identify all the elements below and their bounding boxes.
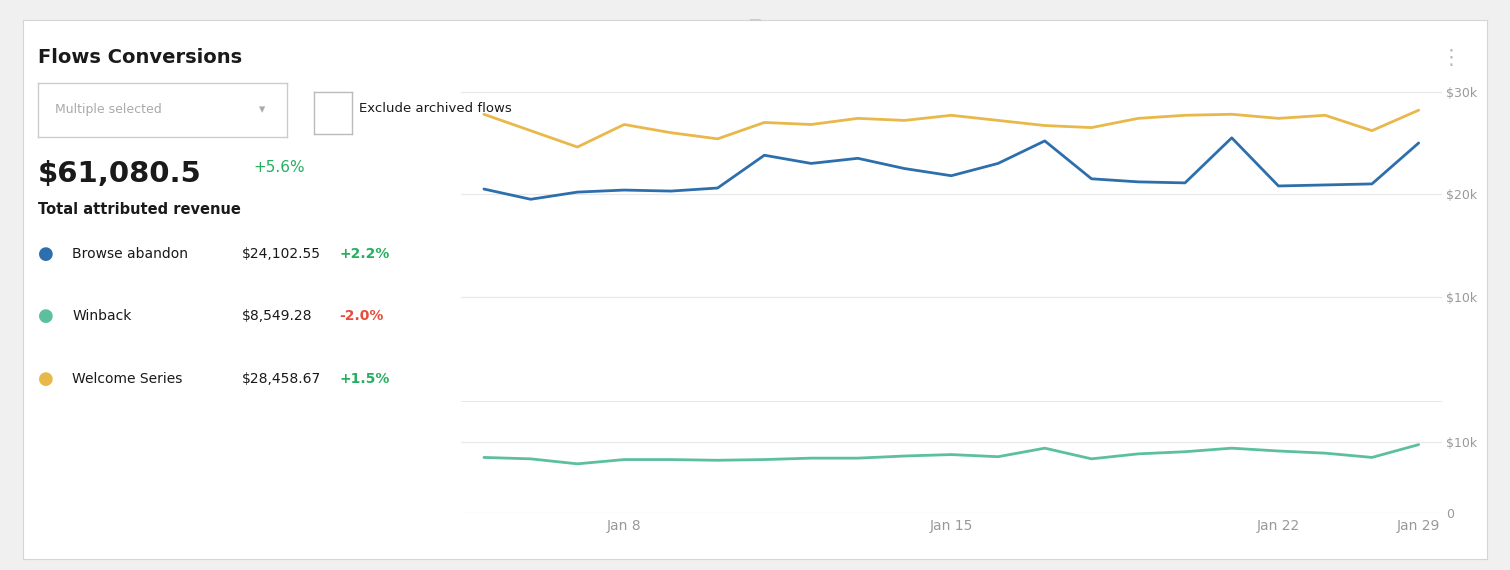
Text: +1.5%: +1.5% (340, 372, 390, 386)
Text: ●: ● (38, 307, 53, 325)
Text: Total attributed revenue: Total attributed revenue (38, 202, 240, 217)
Text: -2.0%: -2.0% (340, 310, 384, 323)
Text: Welcome Series: Welcome Series (72, 372, 183, 386)
Text: ⋮: ⋮ (1441, 48, 1462, 68)
Text: Exclude archived flows: Exclude archived flows (359, 102, 512, 115)
Text: +2.2%: +2.2% (340, 247, 390, 260)
Text: ━━: ━━ (749, 14, 761, 25)
Text: Winback: Winback (72, 310, 131, 323)
Text: Browse abandon: Browse abandon (72, 247, 189, 260)
Text: Multiple selected: Multiple selected (56, 103, 162, 116)
Text: $8,549.28: $8,549.28 (242, 310, 313, 323)
Text: $28,458.67: $28,458.67 (242, 372, 320, 386)
Text: ●: ● (38, 370, 53, 388)
Text: $24,102.55: $24,102.55 (242, 247, 320, 260)
Text: Flows Conversions: Flows Conversions (38, 48, 242, 67)
Text: ▾: ▾ (258, 103, 266, 116)
Text: +5.6%: +5.6% (254, 160, 305, 174)
Text: $61,080.5: $61,080.5 (38, 160, 201, 188)
Text: ●: ● (38, 245, 53, 263)
